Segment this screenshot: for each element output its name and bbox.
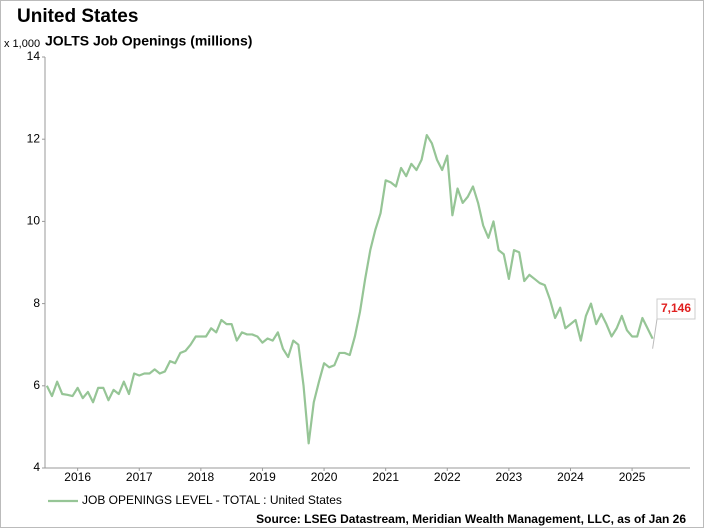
x-tick-label: 2016: [64, 470, 91, 484]
value-label-box: [656, 298, 696, 320]
series-line: [45, 133, 654, 445]
y-tick-label: 14: [27, 49, 41, 63]
x-tick-label: 2023: [496, 470, 523, 484]
x-tick-label: 2021: [372, 470, 399, 484]
x-tick-label: 2020: [311, 470, 338, 484]
y-unit-label: x 1,000: [4, 38, 40, 50]
y-tick-label: 6: [33, 378, 40, 392]
y-tick-label: 4: [33, 460, 40, 474]
value-label-leader: [652, 318, 658, 349]
x-tick-label: 2025: [619, 470, 646, 484]
x-tick-label: 2024: [557, 470, 584, 484]
x-tick-label: 2019: [249, 470, 276, 484]
y-tick-label: 10: [27, 214, 41, 228]
y-tick-label: 12: [27, 131, 41, 145]
x-tick-label: 2022: [434, 470, 461, 484]
chart-title: United States: [17, 6, 138, 27]
source-note: Source: LSEG Datastream, Meridian Wealth…: [256, 512, 686, 526]
value-label: 7,146: [661, 301, 691, 315]
legend-label: JOB OPENINGS LEVEL - TOTAL : United Stat…: [82, 493, 342, 507]
chart-subtitle: JOLTS Job Openings (millions): [45, 33, 252, 49]
x-tick-label: 2018: [188, 470, 215, 484]
x-tick-label: 2017: [126, 470, 153, 484]
y-tick-label: 8: [33, 296, 40, 310]
